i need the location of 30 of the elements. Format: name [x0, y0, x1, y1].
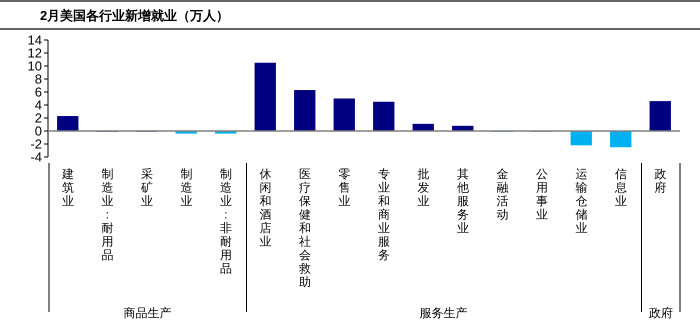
x-tick-label: 金融活动: [496, 167, 508, 222]
x-tick-label: 批发业: [417, 167, 430, 208]
x-tick-label: 建筑业: [60, 167, 74, 208]
y-tick-label: -4: [30, 150, 42, 164]
y-tick-label: 2: [34, 110, 42, 126]
text: 服务生产: [420, 306, 468, 320]
x-tick-label: 运输仓储业: [575, 167, 588, 235]
x-tick-label: 其他服务业: [456, 167, 469, 235]
x-tick-label: 制造业:耐用品: [101, 167, 114, 262]
x-tick-label: 制造业:非耐用品: [220, 167, 232, 276]
y-tick-label: 4: [34, 98, 42, 112]
x-tick-label: 采矿业: [140, 167, 153, 208]
text: 政府: [648, 306, 673, 320]
y-tick-label: 8: [34, 72, 42, 86]
x-tick-label: 信息业: [614, 167, 627, 208]
category-label: 医疗保健和社会救助: [298, 167, 311, 289]
y-tick-label: 10: [28, 58, 42, 74]
x-tick-label: 公用事业: [536, 167, 548, 222]
y-tick-label: 12: [28, 46, 42, 60]
y-tick-label: 6: [34, 84, 42, 100]
x-tick-label: 专业和商业服务: [378, 167, 390, 262]
x-tick-label: 零售业: [338, 167, 350, 208]
x-tick-label: 政府: [654, 167, 666, 194]
y-tick-label: 14: [28, 32, 42, 48]
y-tick-label: -2: [30, 136, 42, 152]
x-tick-label: 休闲和酒店业: [259, 167, 272, 248]
x-tick-label: 制造业: [180, 167, 192, 208]
text: 商品生产: [123, 306, 172, 320]
title: 2月美国各行业新增就业（万人）: [40, 8, 230, 23]
y-tick-label: 0: [34, 124, 42, 138]
